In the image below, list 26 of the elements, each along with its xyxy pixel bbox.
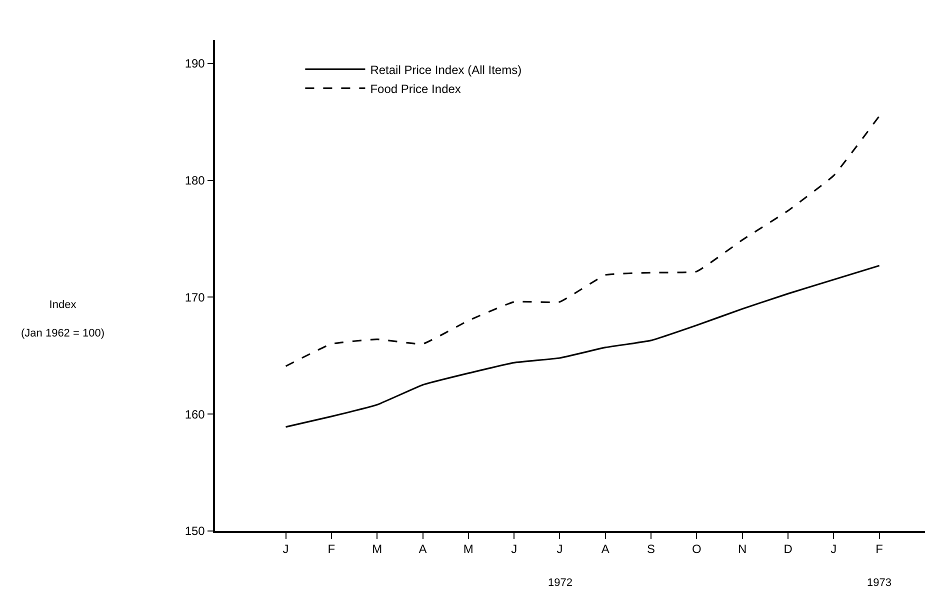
y-tick-label: 170 (184, 290, 206, 304)
x-tick-label: F (876, 542, 884, 556)
x-tick-label: J (556, 542, 563, 556)
text: Index (Jan 1962 = 100) (21, 299, 104, 340)
line-series (284, 264, 880, 428)
y-tick-label: 160 (184, 407, 206, 422)
y-tick-label: 150 (184, 524, 206, 538)
x-tick-label: J (511, 542, 518, 556)
x-tick-label: F (328, 542, 336, 556)
x-tick-label: M (372, 542, 382, 556)
line-series (284, 115, 880, 367)
x-tick-label: O (692, 542, 702, 556)
legend-label: Retail Price Index (All Items) (370, 62, 522, 77)
x-tick-label: A (418, 542, 427, 556)
x-tick-label: A (601, 542, 610, 556)
legend-label: Food Price Index (370, 82, 461, 96)
x-tick-label: S (647, 542, 656, 556)
x-tick-label: D (784, 542, 793, 556)
text: 1973 (867, 577, 892, 589)
y-tick-label: 190 (184, 56, 206, 71)
x-tick-label: N (738, 542, 747, 556)
x-tick-label: J (830, 542, 837, 556)
text: 1972 (548, 577, 572, 589)
x-tick-label: J (282, 542, 289, 556)
y-tick-label: 180 (184, 173, 206, 188)
x-tick-label: M (463, 542, 474, 556)
